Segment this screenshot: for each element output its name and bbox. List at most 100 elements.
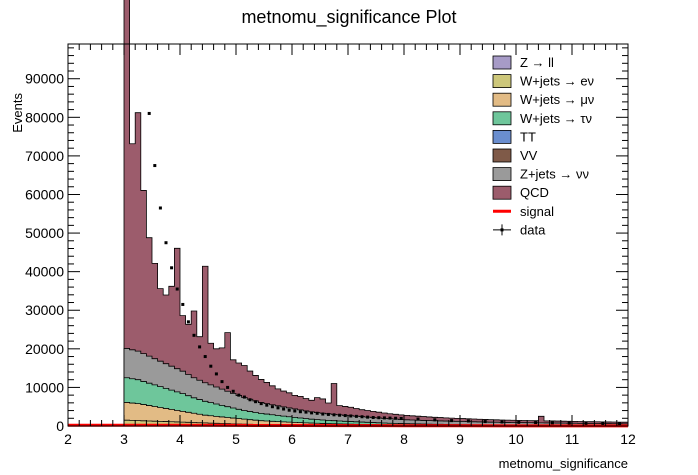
legend-label-z-jets: Z+jets → νν [520, 167, 589, 182]
legend-label-tt: TT [520, 129, 536, 144]
data-point [282, 407, 286, 411]
y-tick-label: 10000 [25, 379, 64, 395]
x-tick-label: 12 [620, 431, 636, 447]
x-tick-label: 11 [565, 431, 580, 447]
y-tick-label: 30000 [25, 302, 64, 318]
data-point [343, 414, 347, 418]
x-tick-label: 4 [176, 431, 184, 447]
legend-swatch-z-ll [492, 55, 512, 70]
data-point [153, 164, 157, 168]
data-point [192, 333, 196, 337]
x-tick-label: 6 [288, 431, 296, 447]
legend-label-qcd: QCD [520, 185, 549, 200]
data-point [366, 415, 370, 419]
data-point [170, 266, 174, 270]
data-point [298, 410, 302, 414]
data-point [209, 364, 213, 368]
legend-swatch-vv [492, 148, 512, 163]
x-tick-label: 10 [508, 431, 524, 447]
data-point [186, 320, 190, 324]
axes: 2 3 4 5 6 7 8 9 10 11 12 0 10000 20000 30000 40000 50000… [25, 43, 636, 447]
legend-swatch-qcd [492, 185, 512, 200]
legend-label-vv: VV [520, 148, 538, 163]
data-point [181, 302, 185, 306]
y-tick-label: 0 [56, 418, 64, 434]
x-tick-label: 2 [64, 431, 72, 447]
data-point [231, 389, 235, 393]
data-point [483, 420, 487, 424]
legend-label-z-ll: Z → ll [520, 55, 554, 70]
data-point [326, 412, 330, 416]
data-point [332, 413, 336, 417]
x-axis-label: metnomu_significance [499, 456, 628, 471]
data-point [315, 411, 319, 415]
data-points [147, 111, 622, 426]
legend-label-w-jets-e: W+jets → eν [520, 74, 594, 89]
data-point [198, 345, 202, 349]
y-tick-label: 50000 [25, 225, 64, 241]
data-point [338, 413, 342, 417]
legend-swatch-tt [492, 129, 512, 144]
data-point [293, 409, 297, 413]
data-point [433, 418, 437, 422]
data-point [371, 416, 375, 420]
data-point [349, 414, 353, 418]
data-point [248, 398, 252, 402]
data-point [259, 402, 263, 406]
data-point [237, 393, 241, 397]
legend-label-w-jets: W+jets → τν [520, 111, 592, 126]
y-tick-label: 60000 [25, 186, 64, 202]
data-point [377, 416, 381, 420]
data-point [304, 410, 308, 414]
data-point [321, 412, 325, 416]
data-point [534, 421, 538, 425]
legend-swatch-w-jets [492, 111, 512, 126]
data-point [164, 241, 168, 245]
legend-label-data: data [520, 222, 546, 237]
data-point [254, 400, 258, 404]
data-point [618, 422, 622, 426]
y-tick-label: 90000 [25, 71, 64, 87]
x-tick-label: 7 [344, 431, 352, 447]
legend-swatch-marker-data [500, 228, 504, 232]
data-point [399, 416, 403, 420]
x-tick-label: 3 [120, 431, 128, 447]
data-point [310, 411, 314, 415]
data-point [147, 111, 151, 115]
data-point [450, 419, 454, 423]
histogram-z-jets [123, 348, 629, 427]
x-tick-label: 8 [400, 431, 408, 447]
data-point [500, 420, 504, 424]
data-point [287, 408, 291, 412]
data-point [382, 416, 386, 420]
data-point [158, 206, 162, 210]
data-point [517, 420, 521, 424]
data-point [388, 416, 392, 420]
data-point [265, 403, 269, 407]
data-point [466, 419, 470, 423]
data-point [270, 405, 274, 409]
data-point [416, 417, 420, 421]
data-point [242, 395, 246, 399]
legend: Z → ll W+jets → eν W+jets → μν W+jets → τν T… [492, 55, 594, 237]
chart-title: metnomu_significance Plot [241, 7, 456, 28]
y-tick-label: 70000 [25, 148, 64, 164]
legend-label-signal: signal [520, 204, 554, 219]
data-point [394, 416, 398, 420]
y-tick-label: 80000 [25, 109, 64, 125]
data-point [214, 372, 218, 376]
data-point [276, 406, 280, 410]
y-tick-label: 20000 [25, 341, 64, 357]
data-point [550, 421, 554, 425]
x-tick-label: 5 [232, 431, 240, 447]
data-point [584, 421, 588, 425]
data-point [226, 385, 230, 389]
x-tick-label: 9 [456, 431, 464, 447]
y-axis-label: Events [10, 93, 25, 133]
data-point [175, 287, 179, 291]
data-point [354, 414, 358, 418]
y-tick-label: 40000 [25, 264, 64, 280]
data-point [203, 355, 207, 359]
data-point [220, 380, 224, 384]
data-point [360, 415, 364, 419]
